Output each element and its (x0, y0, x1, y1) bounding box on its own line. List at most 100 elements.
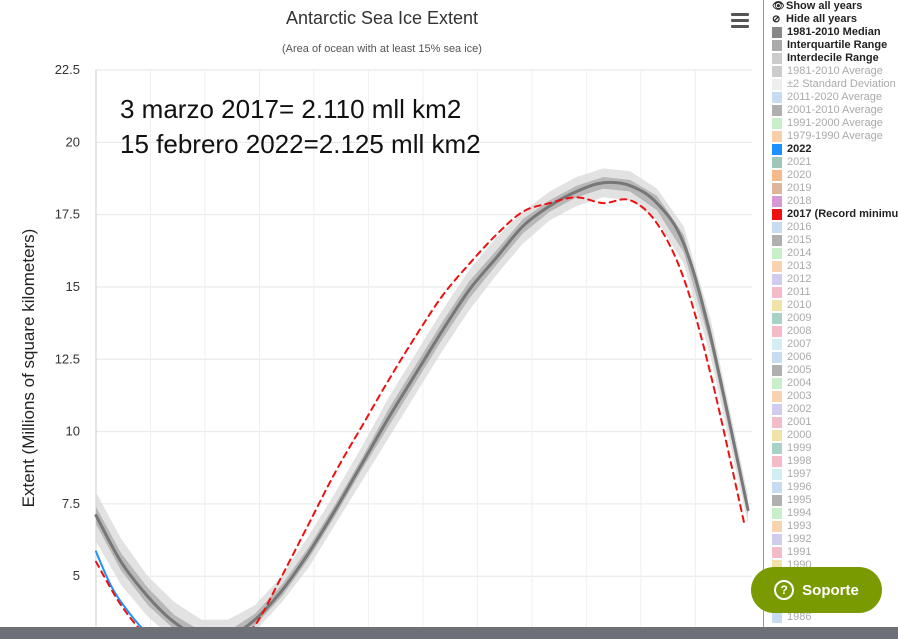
legend-item[interactable]: 1997 (764, 468, 898, 481)
legend-swatch (772, 430, 782, 441)
legend-swatch (772, 157, 782, 168)
legend-item[interactable]: 2010 (764, 299, 898, 312)
legend-item-label: 2014 (787, 247, 812, 259)
legend-swatch (772, 118, 782, 129)
legend-item[interactable]: 1981-2010 Median (764, 26, 898, 39)
legend-item[interactable]: 2004 (764, 377, 898, 390)
legend-item[interactable]: 2003 (764, 390, 898, 403)
legend-item[interactable]: 1993 (764, 520, 898, 533)
legend-item[interactable]: 2001 (764, 416, 898, 429)
legend-swatch (772, 209, 782, 220)
legend-item[interactable]: 2013 (764, 260, 898, 273)
legend-item[interactable]: 2016 (764, 221, 898, 234)
question-icon: ? (774, 580, 795, 600)
show-all-label: Show all years (786, 0, 863, 12)
interdecile-range-band (96, 168, 748, 639)
legend-item[interactable]: 2008 (764, 325, 898, 338)
legend-item-label: 1986 (787, 611, 812, 623)
legend-swatch (772, 365, 782, 376)
y-axis-label: Extent (Millions of square kilometers) (19, 229, 38, 508)
legend-item[interactable]: 2017 (Record minimum) (764, 208, 898, 221)
legend-swatch (772, 27, 782, 38)
legend-item-label: 2010 (787, 299, 812, 311)
legend-item[interactable]: 1995 (764, 494, 898, 507)
legend-item-label: 1999 (787, 442, 812, 454)
legend-item[interactable]: Interdecile Range (764, 52, 898, 65)
legend-item[interactable]: Interquartile Range (764, 39, 898, 52)
legend-swatch (772, 534, 782, 545)
legend-swatch (772, 391, 782, 402)
legend-swatch (772, 300, 782, 311)
legend-swatch (772, 222, 782, 233)
legend-item[interactable]: ±2 Standard Deviation (764, 78, 898, 91)
hide-all-label: Hide all years (786, 13, 857, 25)
legend-swatch (772, 560, 782, 571)
legend-swatch (772, 547, 782, 558)
legend-swatch (772, 170, 782, 181)
legend-item[interactable]: 2012 (764, 273, 898, 286)
legend-item[interactable]: 2000 (764, 429, 898, 442)
legend-item-label: 2015 (787, 234, 812, 246)
legend-item[interactable]: 2021 (764, 156, 898, 169)
legend-swatch (772, 456, 782, 467)
legend-swatch (772, 92, 782, 103)
legend-item-label: 2022 (787, 143, 812, 155)
legend-item[interactable]: 2014 (764, 247, 898, 260)
legend-item[interactable]: 2018 (764, 195, 898, 208)
legend-item[interactable]: 1991-2000 Average (764, 117, 898, 130)
annotation-line-2: 15 febrero 2022=2.125 mll km2 (120, 129, 481, 159)
legend-swatch (772, 235, 782, 246)
1981-2010-median-line[interactable] (94, 180, 750, 639)
legend-swatch (772, 612, 782, 623)
support-button[interactable]: ? Soporte (751, 567, 882, 613)
bottom-scrollbar[interactable] (0, 627, 898, 639)
legend-item-label: Interquartile Range (787, 39, 888, 51)
legend-item[interactable]: 2001-2010 Average (764, 104, 898, 117)
legend-item-label: 1996 (787, 481, 812, 493)
legend-item[interactable]: 1979-1990 Average (764, 130, 898, 143)
eye-icon: 👁 (772, 1, 785, 12)
legend-item[interactable]: 1998 (764, 455, 898, 468)
legend-item[interactable]: 2022 (764, 143, 898, 156)
legend-item-label: 2003 (787, 390, 812, 402)
legend-item[interactable]: 2009 (764, 312, 898, 325)
legend-swatch (772, 105, 782, 116)
legend-item[interactable]: 1999 (764, 442, 898, 455)
legend-item[interactable]: 2005 (764, 364, 898, 377)
legend-swatch (772, 144, 782, 155)
legend-swatch (772, 404, 782, 415)
legend-item[interactable]: 2020 (764, 169, 898, 182)
legend-swatch (772, 287, 782, 298)
legend-item[interactable]: 2006 (764, 351, 898, 364)
legend-item[interactable]: 1992 (764, 533, 898, 546)
chart-menu-icon[interactable] (728, 10, 752, 34)
legend-swatch (772, 261, 782, 272)
legend-item[interactable]: 2019 (764, 182, 898, 195)
legend-item-label: 2011 (787, 286, 811, 298)
legend-item-label: 2021 (787, 156, 812, 168)
legend-item[interactable]: 2002 (764, 403, 898, 416)
legend-swatch (772, 495, 782, 506)
legend-swatch (772, 443, 782, 454)
y-tick-label: 5 (73, 568, 80, 583)
legend-item[interactable]: 1994 (764, 507, 898, 520)
y-tick-label: 12.5 (55, 351, 80, 366)
legend-item[interactable]: 1981-2010 Average (764, 65, 898, 78)
legend-item-label: 1994 (787, 507, 812, 519)
legend-item[interactable]: 1986 (764, 611, 898, 624)
legend-item[interactable]: 1996 (764, 481, 898, 494)
legend-item[interactable]: 2011 (764, 286, 898, 299)
legend-item-label: 2018 (787, 195, 812, 207)
legend-item-label: 2004 (787, 377, 812, 389)
2017-record-minimum-line[interactable] (95, 196, 746, 639)
legend-item[interactable]: 2011-2020 Average (764, 91, 898, 104)
2022-line[interactable] (95, 550, 176, 639)
hide-all-years-button[interactable]: ⊘ Hide all years (764, 13, 898, 26)
show-all-years-button[interactable]: 👁 Show all years (764, 0, 898, 13)
legend-item[interactable]: 2007 (764, 338, 898, 351)
legend-item-label: 1981-2010 Median (787, 26, 881, 38)
legend-item[interactable]: 1991 (764, 546, 898, 559)
legend-item[interactable]: 2015 (764, 234, 898, 247)
y-tick-label: 22.5 (55, 62, 80, 77)
